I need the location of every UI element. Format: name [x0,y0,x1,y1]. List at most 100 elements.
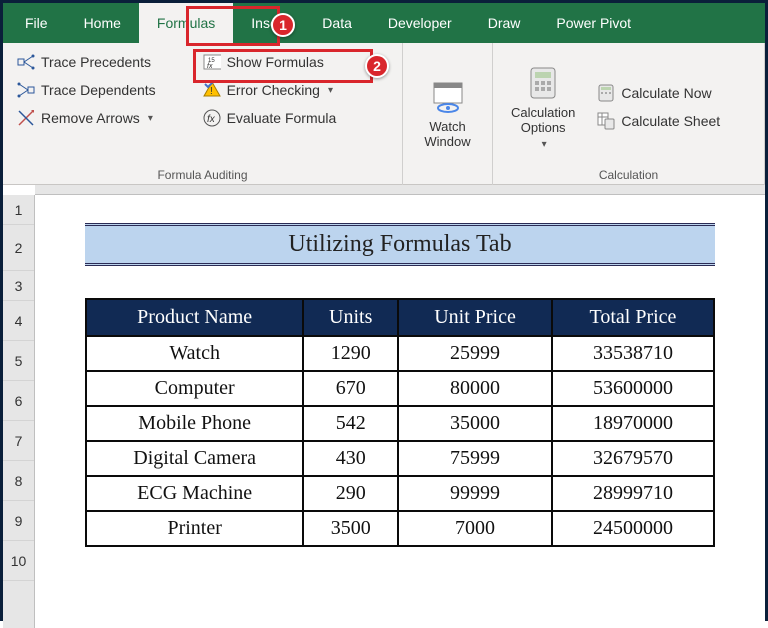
table-row: Computer6708000053600000 [86,371,714,406]
table-cell[interactable]: 7000 [398,511,552,546]
table-cell[interactable]: 542 [303,406,398,441]
table-cell[interactable]: 670 [303,371,398,406]
tab-file[interactable]: File [7,3,66,43]
table-cell[interactable]: 3500 [303,511,398,546]
calculate-now-label: Calculate Now [621,85,711,101]
show-formulas-button[interactable]: 15fx Show Formulas [197,49,394,75]
table-cell[interactable]: 290 [303,476,398,511]
show-formulas-icon: 15fx [203,53,221,71]
trace-precedents-button[interactable]: Trace Precedents [11,49,197,75]
table-cell[interactable]: 80000 [398,371,552,406]
group-label-auditing: Formula Auditing [3,165,402,185]
tab-home[interactable]: Home [66,3,139,43]
svg-text:fx: fx [207,63,213,70]
row-header[interactable]: 8 [3,461,34,501]
table-cell[interactable]: 75999 [398,441,552,476]
tab-formulas[interactable]: Formulas [139,3,233,43]
table-row: ECG Machine2909999928999710 [86,476,714,511]
trace-dependents-icon [17,81,35,99]
trace-dependents-label: Trace Dependents [41,82,156,98]
worksheet: 12345678910 Utilizing Formulas Tab Produ… [3,195,765,628]
cell-area: Utilizing Formulas Tab Product NameUnits… [35,195,765,628]
chevron-down-icon: ▾ [542,139,547,150]
tab-powerpivot[interactable]: Power Pivot [538,3,649,43]
trace-dependents-button[interactable]: Trace Dependents [11,77,197,103]
table-cell[interactable]: 53600000 [552,371,714,406]
table-cell[interactable]: Digital Camera [86,441,303,476]
column-header: Total Price [552,299,714,336]
table-cell[interactable]: 33538710 [552,336,714,371]
row-header[interactable]: 1 [3,195,34,225]
row-header[interactable]: 6 [3,381,34,421]
callout-2: 2 [365,54,389,78]
calculate-now-icon [597,84,615,102]
calculate-sheet-icon [597,112,615,130]
row-header[interactable]: 5 [3,341,34,381]
group-formula-auditing: Trace Precedents Trace Dependents Remove… [3,43,403,185]
remove-arrows-icon [17,109,35,127]
calculate-sheet-button[interactable]: Calculate Sheet [591,108,726,134]
group-calculation: Calculation Options ▾ Calculate Now Calc… [493,43,765,185]
table-cell[interactable]: 1290 [303,336,398,371]
tab-draw[interactable]: Draw [470,3,539,43]
table-row: Mobile Phone5423500018970000 [86,406,714,441]
table-cell[interactable]: 32679570 [552,441,714,476]
evaluate-formula-label: Evaluate Formula [227,110,337,126]
watch-window-icon [430,79,466,115]
evaluate-formula-button[interactable]: fx Evaluate Formula [197,105,394,131]
svg-text:fx: fx [207,114,216,125]
row-header[interactable]: 7 [3,421,34,461]
table-cell[interactable]: Watch [86,336,303,371]
table-cell[interactable]: 35000 [398,406,552,441]
row-header[interactable]: 3 [3,271,34,301]
row-header[interactable]: 9 [3,501,34,541]
data-table: Product NameUnitsUnit PriceTotal Price W… [85,298,715,547]
group-watch-window: Watch Window [403,43,493,185]
table-row: Digital Camera4307599932679570 [86,441,714,476]
tab-developer[interactable]: Developer [370,3,470,43]
error-checking-label: Error Checking [227,82,320,98]
column-header: Product Name [86,299,303,336]
table-cell[interactable]: 28999710 [552,476,714,511]
evaluate-formula-icon: fx [203,109,221,127]
error-checking-icon: ! [203,81,221,99]
calculate-now-button[interactable]: Calculate Now [591,80,726,106]
remove-arrows-button[interactable]: Remove Arrows ▾ [11,105,197,131]
row-header[interactable]: 4 [3,301,34,341]
callout-1: 1 [271,13,295,37]
table-cell[interactable]: Mobile Phone [86,406,303,441]
table-cell[interactable]: Computer [86,371,303,406]
group-label-calculation: Calculation [493,165,764,185]
remove-arrows-label: Remove Arrows [41,110,140,126]
column-headers [35,185,765,195]
table-cell[interactable]: ECG Machine [86,476,303,511]
table-cell[interactable]: 430 [303,441,398,476]
calculation-options-icon [525,65,561,101]
table-cell[interactable]: 24500000 [552,511,714,546]
column-header: Units [303,299,398,336]
table-cell[interactable]: 25999 [398,336,552,371]
watch-window-button[interactable]: Watch Window [414,75,480,153]
group-label-watch [403,179,492,185]
chevron-down-icon: ▾ [148,113,153,124]
table-cell[interactable]: Printer [86,511,303,546]
row-header[interactable]: 2 [3,225,34,271]
tab-data[interactable]: Data [304,3,370,43]
trace-precedents-icon [17,53,35,71]
row-header[interactable]: 10 [3,541,34,581]
calculation-options-button[interactable]: Calculation Options ▾ [501,61,585,154]
chevron-down-icon: ▾ [328,85,333,96]
calculation-options-label: Calculation Options [511,105,575,135]
table-cell[interactable]: 99999 [398,476,552,511]
table-cell[interactable]: 18970000 [552,406,714,441]
table-row: Printer3500700024500000 [86,511,714,546]
error-checking-button[interactable]: ! Error Checking ▾ [197,77,394,103]
column-header: Unit Price [398,299,552,336]
trace-precedents-label: Trace Precedents [41,54,151,70]
row-headers: 12345678910 [3,195,35,628]
show-formulas-label: Show Formulas [227,54,324,70]
sheet-title: Utilizing Formulas Tab [85,223,715,266]
svg-text:!: ! [210,86,213,97]
table-row: Watch12902599933538710 [86,336,714,371]
calculate-sheet-label: Calculate Sheet [621,113,720,129]
